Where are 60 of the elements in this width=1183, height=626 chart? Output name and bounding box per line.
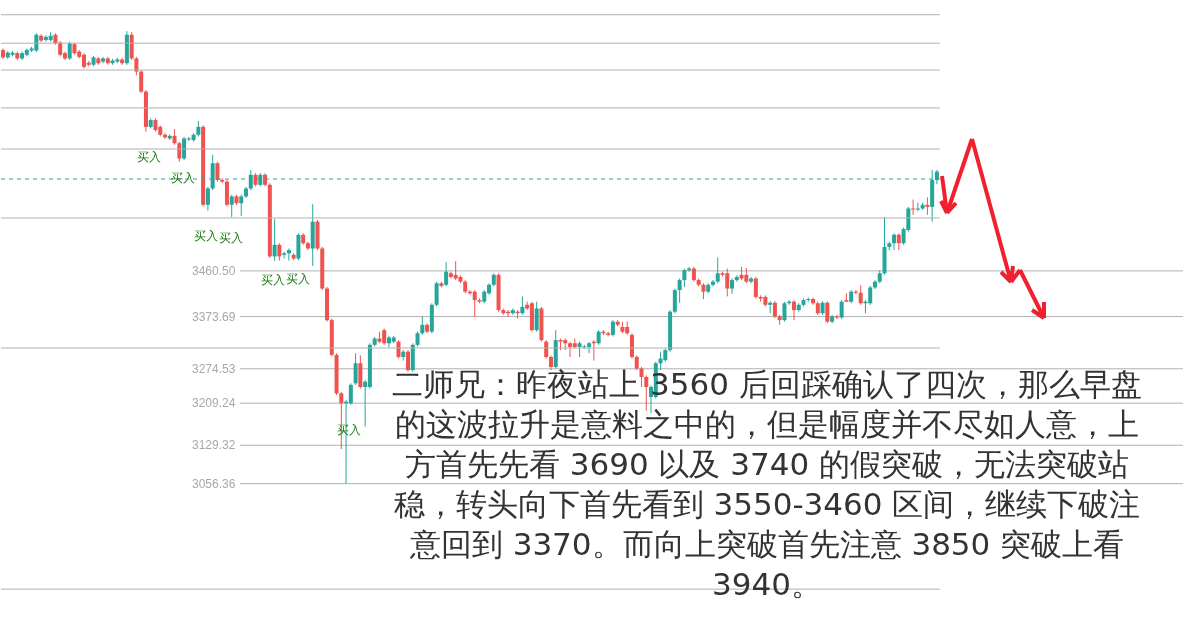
annotation: 买入 xyxy=(219,231,243,245)
annotation: 买入 xyxy=(261,273,285,287)
candlestick xyxy=(715,256,720,284)
candlestick xyxy=(853,289,858,295)
candlestick xyxy=(272,218,277,262)
candlestick xyxy=(353,352,358,386)
candlestick xyxy=(672,288,677,314)
candlestick xyxy=(791,299,796,321)
annotation: 买入 xyxy=(137,150,161,164)
candlestick xyxy=(129,31,134,61)
candlestick xyxy=(749,276,754,284)
candlestick xyxy=(34,32,39,53)
candlestick xyxy=(806,296,811,303)
candlestick xyxy=(725,268,730,297)
candlestick xyxy=(205,186,210,212)
candlestick xyxy=(286,248,291,262)
candlestick xyxy=(911,199,916,216)
candlestick xyxy=(434,281,439,307)
candlestick xyxy=(215,161,220,183)
candlestick xyxy=(296,232,301,261)
candlestick xyxy=(782,301,787,323)
candlestick xyxy=(444,261,449,287)
annotation: 买入 xyxy=(171,171,195,185)
candlestick xyxy=(629,332,634,360)
candlestick xyxy=(67,41,72,61)
candlestick xyxy=(282,251,287,260)
candlestick xyxy=(139,69,144,94)
candlestick xyxy=(406,349,411,373)
candlestick xyxy=(811,296,816,306)
y-tick-label: 3373.69 xyxy=(192,309,236,324)
candlestick xyxy=(520,295,525,316)
y-tick-label: 3209.24 xyxy=(192,396,236,411)
candlestick xyxy=(420,315,425,336)
y-tick-label: 3056.36 xyxy=(192,476,236,491)
candlestick xyxy=(224,179,229,207)
candlestick xyxy=(710,279,715,287)
candlestick xyxy=(453,260,458,281)
candlestick xyxy=(839,299,844,320)
candlestick xyxy=(892,232,897,251)
candlestick xyxy=(682,268,687,288)
y-tick-label: 3129.32 xyxy=(192,438,236,453)
y-tick-label: 3460.50 xyxy=(192,263,236,278)
candlestick xyxy=(858,284,863,306)
candlestick xyxy=(229,194,234,218)
candlestick xyxy=(534,301,539,333)
y-tick-label: 3274.53 xyxy=(192,361,236,376)
candlestick xyxy=(348,382,353,406)
candlestick xyxy=(639,366,644,388)
candlestick xyxy=(358,354,363,390)
candlestick xyxy=(825,300,830,324)
annotation: 买入 xyxy=(194,229,218,243)
candlestick xyxy=(834,314,839,320)
candlestick xyxy=(677,278,682,304)
candlestick xyxy=(568,341,573,358)
candlestick xyxy=(753,276,758,300)
candlestick xyxy=(239,194,244,217)
annotation: 买入 xyxy=(286,272,310,286)
candlestick xyxy=(925,196,930,216)
candlestick xyxy=(915,202,920,212)
candlestick xyxy=(472,289,477,318)
